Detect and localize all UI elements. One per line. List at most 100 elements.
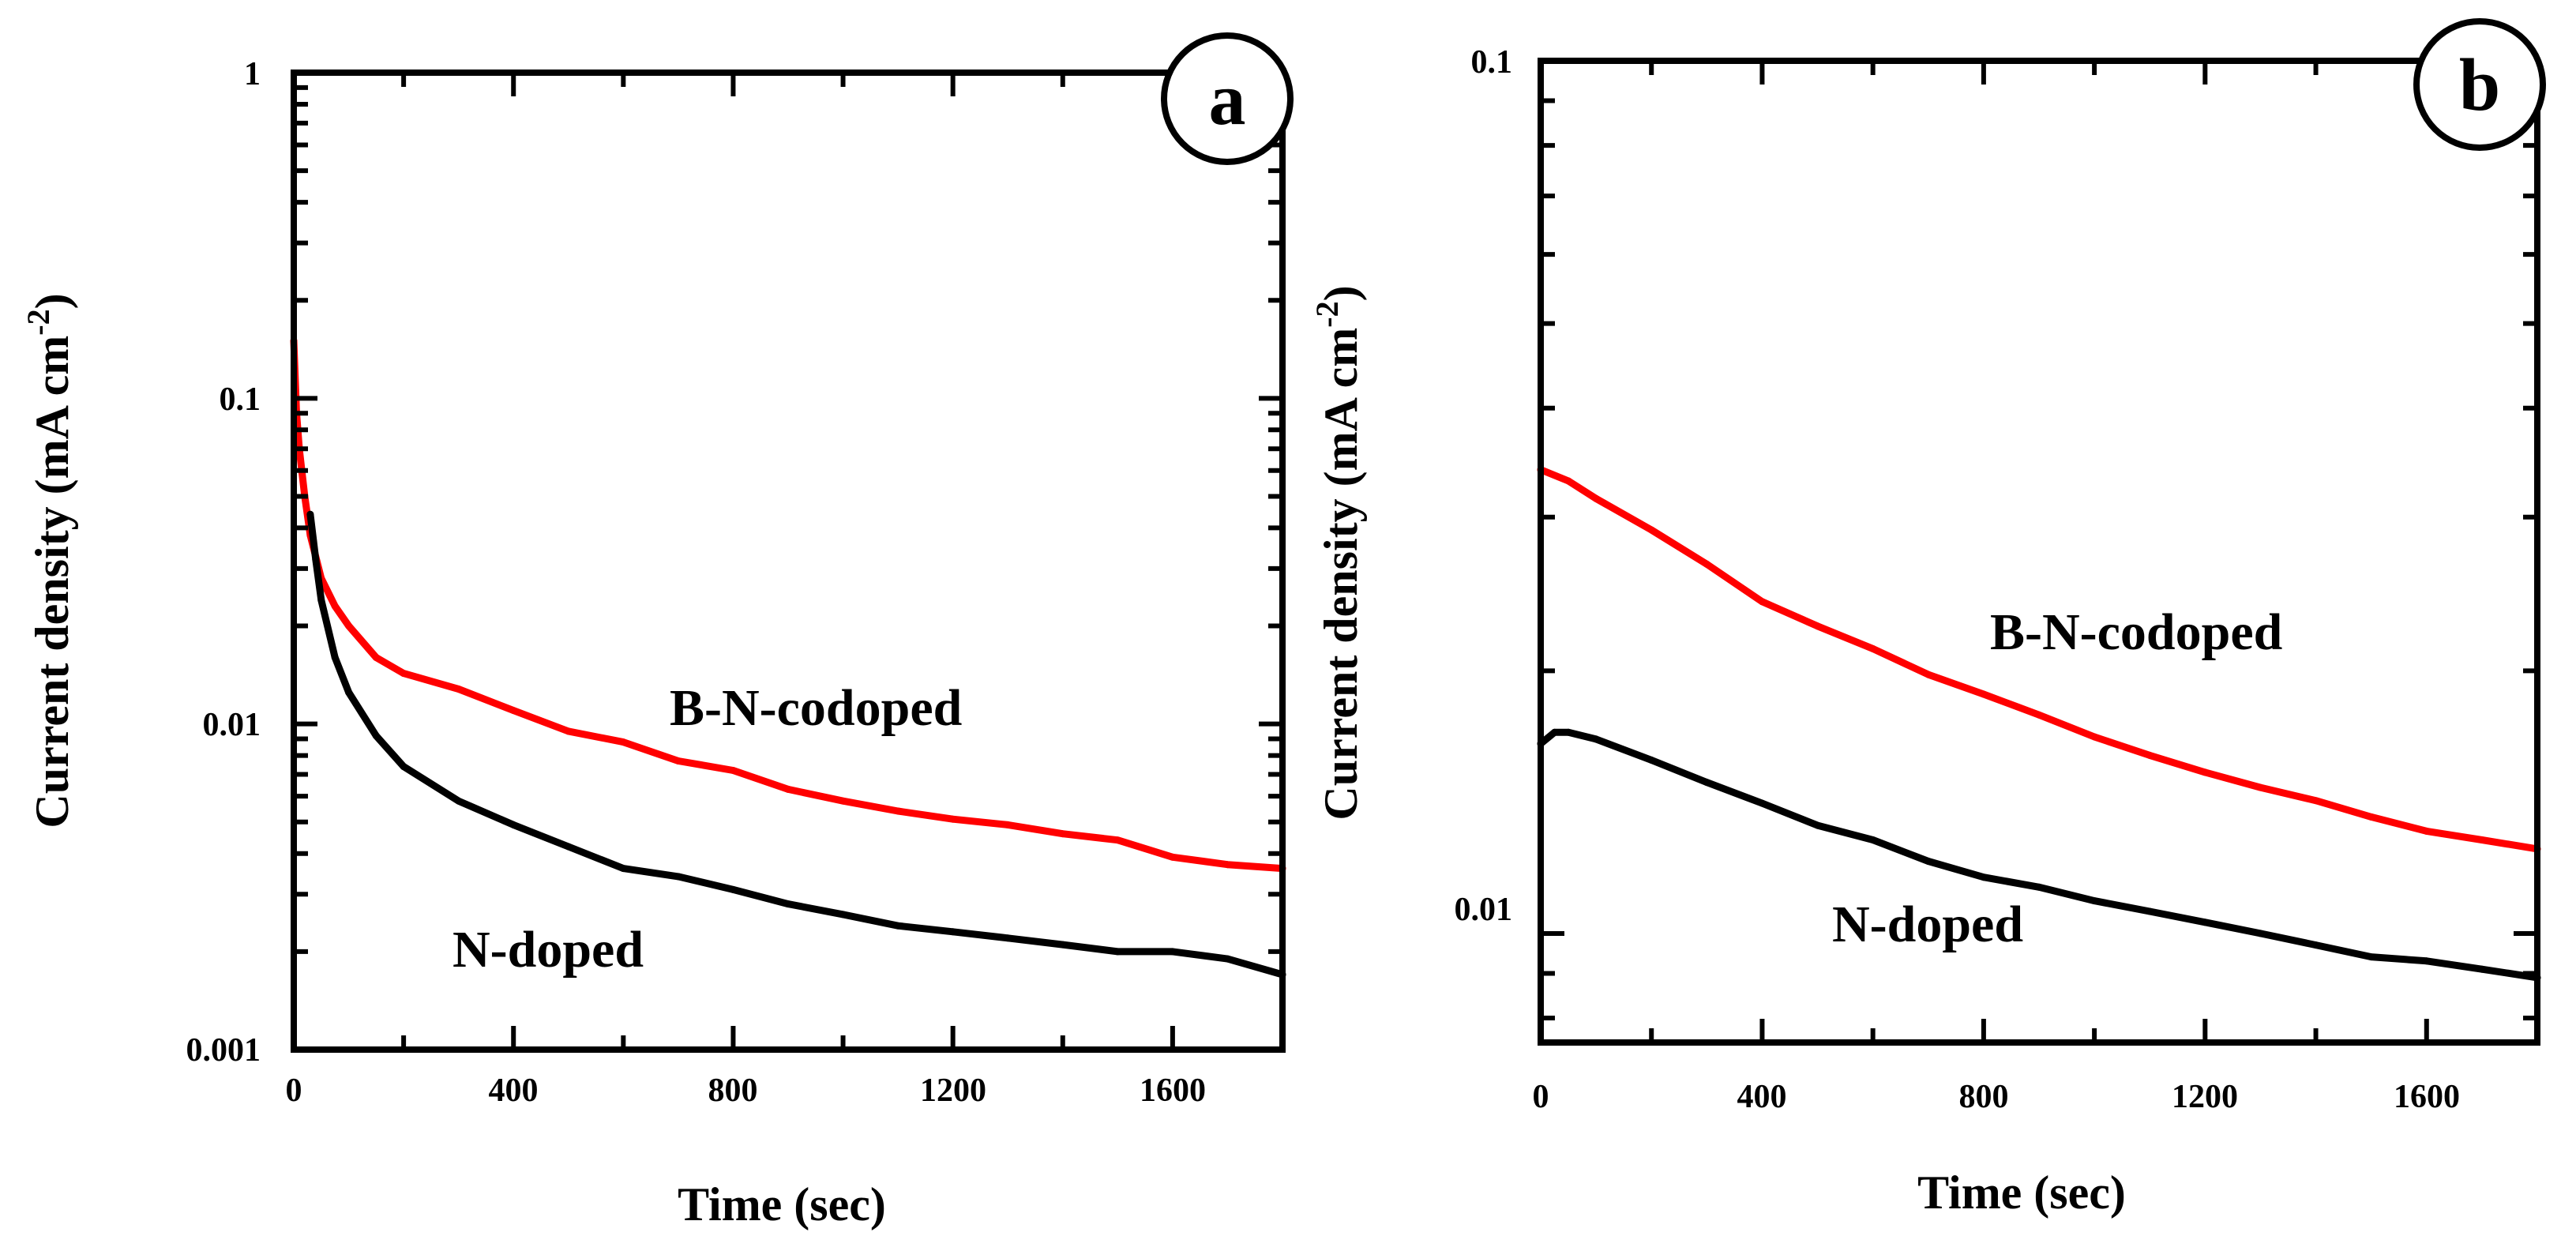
panel-a-point-n-doped [317, 596, 325, 604]
panel-b-point-b-n-codoped [2423, 827, 2431, 835]
panel-a-point-n-doped [729, 885, 737, 893]
panel-b-x-tick-labels: 0 400 800 1200 1600 [1533, 1079, 2461, 1115]
panel-a-point-b-n-codoped [331, 603, 339, 610]
panel-b-point-n-doped [2368, 953, 2375, 961]
panel-b-x-tick-label: 800 [1959, 1079, 2009, 1115]
panel-b-y-tick-label: 0.1 [1471, 44, 1513, 81]
panel-b-x-tick-label: 1600 [2394, 1079, 2460, 1115]
panel-a-point-n-doped [839, 911, 847, 919]
panel-a-point-b-n-codoped [509, 707, 517, 715]
panel-a-point-b-n-codoped [1169, 853, 1177, 861]
panel-a-x-tick-label: 1600 [1140, 1073, 1206, 1109]
panel-a-x-tick-label: 800 [708, 1073, 758, 1109]
panel-a-point-n-doped [400, 763, 407, 771]
panel-a-point-b-n-codoped [565, 727, 573, 735]
panel-b-point-n-doped [1869, 836, 1877, 843]
panel-a-label-n-doped: N-doped [452, 921, 644, 979]
panel-a-x-tick-labels: 0 400 800 1200 1600 [286, 1073, 1207, 1109]
panel-a-point-b-n-codoped [1059, 830, 1067, 838]
panel-a-point-n-doped [331, 654, 339, 661]
panel-b-point-n-doped [1703, 779, 1710, 787]
panel-a-point-n-doped [509, 821, 517, 828]
panel-b-point-n-doped [1647, 756, 1655, 764]
panel-b-x-ticks [1538, 61, 2540, 1042]
panel-b-x-tick-label: 1200 [2172, 1079, 2238, 1115]
panel-a-point-n-doped [894, 922, 902, 930]
panel-a-point-n-doped [674, 873, 682, 881]
panel-b-line-n-doped [1537, 728, 2541, 982]
panel-b-point-b-n-codoped [2090, 733, 2098, 741]
panel-a-point-b-n-codoped [619, 738, 627, 746]
panel-b-point-b-n-codoped [1869, 644, 1877, 652]
panel-a-x-tick-label: 400 [489, 1073, 539, 1109]
panel-b-point-n-doped [1551, 728, 1558, 736]
panel-a-y-axis-title-main: Current density (mA cm [26, 336, 78, 828]
panel-a-y-tick-label: 0.01 [203, 707, 261, 743]
panel-a-point-n-doped [784, 900, 792, 908]
panel-a-point-n-doped [455, 797, 463, 805]
panel-b-point-n-doped [1758, 799, 1766, 807]
panel-b-point-b-n-codoped [1703, 560, 1710, 568]
panel-a-point-b-n-codoped [372, 654, 380, 661]
panel-a-y-tick-label: 1 [244, 56, 261, 92]
panel-b-y-ticks [1541, 58, 2537, 1021]
panel-a-point-n-doped [619, 865, 627, 873]
panel-a-point-b-n-codoped [345, 622, 353, 629]
panel-b-y-axis-title-main: Current density (mA cm [1315, 328, 1367, 821]
panel-b-point-b-n-codoped [1924, 671, 1932, 678]
panel-b-point-b-n-codoped [1592, 494, 1600, 502]
panel-b-y-axis-title: Current density (mA cm-2) [1309, 285, 1367, 820]
panel-b-letter-badge [2413, 18, 2546, 151]
panel-b-point-n-doped [1814, 821, 1822, 829]
panel-b-x-tick-label: 0 [1533, 1079, 1549, 1115]
panel-b-point-b-n-codoped [2478, 836, 2486, 843]
panel-a-y-tick-label: 0.001 [186, 1032, 261, 1069]
panel-b-point-b-n-codoped [1758, 598, 1766, 606]
panel-a: 0 400 800 1200 1600 0.001 0.01 0.1 1 Tim… [21, 32, 1294, 1230]
panel-a-letter-badge [1161, 32, 1294, 165]
panel-b-point-b-n-codoped [2368, 813, 2375, 821]
panel-a-series-n-doped [306, 510, 1286, 979]
panel-a-point-n-doped [565, 843, 573, 851]
panel-a-point-n-doped [306, 510, 314, 518]
panel-a-point-n-doped [1169, 948, 1177, 956]
panel-b-y-tick-label: 0.01 [1455, 892, 1513, 928]
panel-a-y-tick-label: 0.1 [220, 381, 261, 418]
panel-b-point-n-doped [2201, 919, 2209, 926]
panel-a-point-b-n-codoped [1004, 821, 1012, 828]
panel-a-x-axis-title: Time (sec) [678, 1178, 886, 1230]
panel-b-point-b-n-codoped [1814, 622, 1822, 630]
panel-b-point-b-n-codoped [2312, 797, 2320, 805]
panel-b-y-tick-labels: 0.01 0.1 [1455, 44, 1513, 928]
panel-a-point-b-n-codoped [674, 757, 682, 764]
panel-b-letter: b [2459, 44, 2500, 126]
panel-a-point-n-doped [1059, 941, 1067, 949]
panel-a-point-b-n-codoped [784, 785, 792, 793]
panel-b-point-n-doped [2256, 930, 2264, 937]
panel-a-point-b-n-codoped [455, 686, 463, 693]
panel-b-series-n-doped [1537, 728, 2541, 982]
panel-b-point-b-n-codoped [2256, 783, 2264, 791]
panel-a-point-n-doped [1113, 948, 1121, 956]
panel-a-y-tick-labels: 0.001 0.01 0.1 1 [186, 56, 261, 1069]
panel-a-point-n-doped [372, 732, 380, 740]
panel-b-point-n-doped [2478, 965, 2486, 973]
panel-b-label-b-n-codoped: B-N-codoped [1990, 603, 2282, 661]
panel-b-point-b-n-codoped [1647, 526, 1655, 534]
panel-b-point-n-doped [1592, 735, 1600, 743]
panel-a-point-b-n-codoped [894, 807, 902, 815]
panel-a-plot-frame [291, 70, 1286, 1053]
panel-a-point-n-doped [345, 689, 353, 697]
panel-a-point-b-n-codoped [949, 815, 957, 823]
panel-b-point-n-doped [2423, 957, 2431, 965]
panel-b-point-b-n-codoped [1564, 477, 1572, 485]
panel-b-point-n-doped [1924, 858, 1932, 865]
panel-b-point-n-doped [2146, 907, 2154, 915]
panel-b-point-b-n-codoped [2201, 768, 2209, 776]
panel-b-y-axis-title-close: ) [1315, 285, 1367, 301]
panel-b-x-axis-title: Time (sec) [1917, 1166, 2126, 1219]
panel-b-point-n-doped [1980, 873, 1988, 881]
panel-a-point-b-n-codoped [839, 797, 847, 805]
panel-a-letter: a [1209, 58, 1246, 141]
